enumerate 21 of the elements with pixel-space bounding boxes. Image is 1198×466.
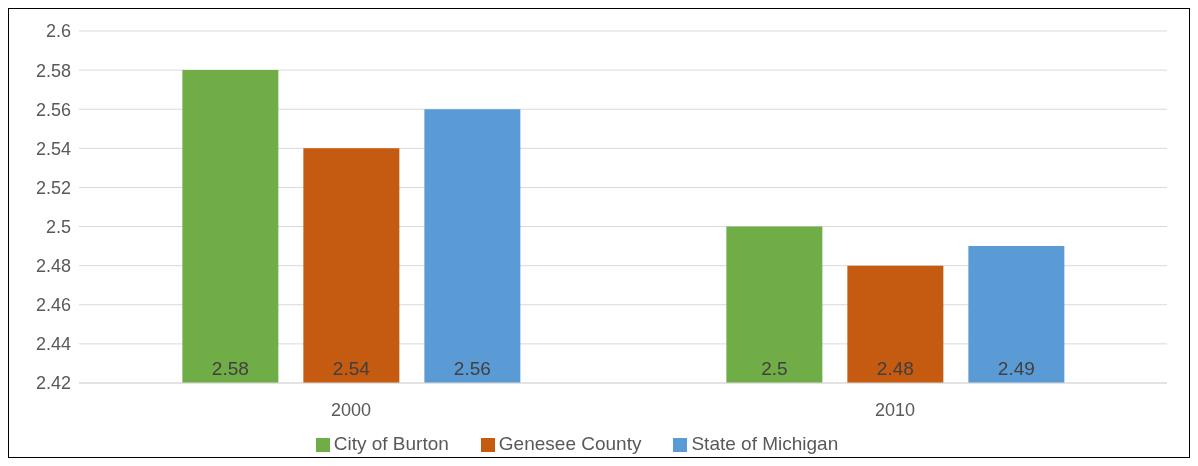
y-tick-label: 2.52 <box>35 177 71 198</box>
x-tick-label: 2010 <box>874 399 916 420</box>
y-tick-label: 2.56 <box>35 99 71 120</box>
y-tick-label: 2.5 <box>45 216 71 237</box>
legend-label: City of Burton <box>333 433 449 454</box>
y-tick-label: 2.46 <box>35 295 71 316</box>
y-tick-label: 2.48 <box>35 256 71 277</box>
y-tick-label: 2.42 <box>35 373 71 394</box>
x-tick-label: 2000 <box>330 399 372 420</box>
y-tick-label: 2.58 <box>35 60 71 81</box>
data-label: 2.56 <box>453 358 491 379</box>
y-tick-label: 2.54 <box>35 138 71 159</box>
y-tick-label: 2.6 <box>45 21 71 42</box>
data-label: 2.48 <box>876 358 914 379</box>
data-label: 2.49 <box>997 358 1035 379</box>
data-label: 2.54 <box>332 358 371 379</box>
legend-label: State of Michigan <box>691 433 839 454</box>
data-label: 2.5 <box>761 358 788 379</box>
data-label: 2.58 <box>211 358 249 379</box>
legend-label: Genesee County <box>498 433 642 454</box>
y-tick-label: 2.44 <box>35 334 71 355</box>
